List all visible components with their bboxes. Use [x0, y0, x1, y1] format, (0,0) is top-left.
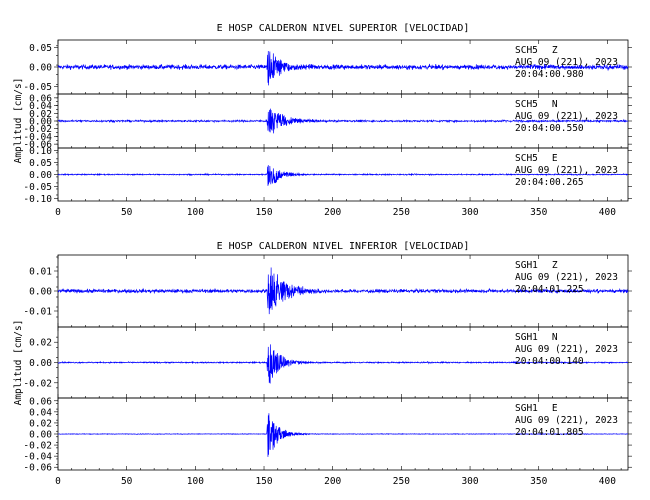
x-tick-label: 350: [530, 476, 547, 487]
x-tick-label: 50: [121, 476, 133, 487]
y-tick-label: 0.02: [29, 338, 52, 349]
station-label: SCH5 Z: [515, 45, 558, 56]
waveform-line: [57, 50, 629, 86]
date-label: AUG 09 (221), 2023: [515, 415, 618, 426]
time-label: 20:04:01.805: [515, 427, 584, 438]
y-tick-label: 0.02: [29, 418, 52, 429]
y-tick-label: 0.04: [29, 407, 52, 418]
time-label: 20:04:00.265: [515, 177, 584, 188]
x-tick-label: 150: [255, 476, 272, 487]
x-axis-labels: 0 50 100 150 200 250 300 350 400: [55, 207, 616, 218]
x-tick-label: 250: [393, 476, 410, 487]
x-tick-label: 0: [55, 207, 61, 218]
y-tick-label: 0.05: [29, 43, 52, 54]
y-tick-label: 0.01: [29, 267, 52, 278]
station-label: SGH1 E: [515, 403, 558, 414]
y-tick-label: 0.00: [29, 170, 52, 181]
y-tick-label: 0.00: [29, 63, 52, 74]
y-tick-label: -0.10: [23, 194, 52, 205]
y-tick-label: 0.02: [29, 109, 52, 120]
x-tick-label: 200: [324, 207, 341, 218]
x-tick-label: 100: [187, 476, 204, 487]
station-label: SGH1 Z: [515, 260, 558, 271]
station-label: SCH5 N: [515, 99, 558, 110]
date-label: AUG 09 (221), 2023: [515, 344, 618, 355]
time-label: 20:04:00.140: [515, 356, 584, 367]
time-label: 20:04:00.550: [515, 123, 584, 134]
y-axis-label: Amplitud [cm/s]: [13, 320, 24, 406]
y-tick-label: -0.01: [23, 307, 52, 318]
y-tick-label: -0.04: [23, 132, 52, 143]
x-tick-label: 100: [187, 207, 204, 218]
y-tick-label: 0.05: [29, 158, 52, 169]
y-tick-label: -0.02: [23, 378, 52, 389]
y-tick-label: -0.06: [23, 463, 52, 474]
x-tick-label: 150: [255, 207, 272, 218]
date-label: AUG 09 (221), 2023: [515, 57, 618, 68]
y-tick-label: -0.05: [23, 182, 52, 193]
time-label: 20:04:01.225: [515, 284, 584, 295]
waveform-line: [57, 267, 629, 315]
y-tick-label: 0.10: [29, 146, 52, 157]
y-tick-label: -0.02: [23, 441, 52, 452]
y-tick-label: -0.02: [23, 124, 52, 135]
x-tick-label: 250: [393, 207, 410, 218]
date-label: AUG 09 (221), 2023: [515, 165, 618, 176]
date-label: AUG 09 (221), 2023: [515, 272, 618, 283]
group-title: E HOSP CALDERON NIVEL INFERIOR [VELOCIDA…: [217, 241, 470, 252]
group-title: E HOSP CALDERON NIVEL SUPERIOR [VELOCIDA…: [217, 23, 470, 34]
x-tick-label: 400: [599, 476, 616, 487]
y-axis-label: Amplitud [cm/s]: [13, 78, 24, 164]
waveform-line: [57, 165, 629, 186]
x-axis-labels: 0 50 100 150 200 250 300 350 400: [55, 476, 616, 487]
x-tick-label: 300: [461, 476, 478, 487]
x-tick-label: 300: [461, 207, 478, 218]
x-tick-label: 0: [55, 476, 61, 487]
waveform-line: [57, 413, 629, 457]
waveform-line: [57, 344, 628, 384]
x-tick-label: 50: [121, 207, 133, 218]
x-tick-label: 200: [324, 476, 341, 487]
station-label: SCH5 E: [515, 153, 558, 164]
x-tick-label: 350: [530, 207, 547, 218]
y-tick-label: 0.00: [29, 430, 52, 441]
plot-group-2: E HOSP CALDERON NIVEL INFERIOR [VELOCIDA…: [13, 241, 632, 487]
trace-panel-sgh1-e: 0.060.040.020.00-0.02-0.04-0.06 SGH1 EAUG …: [23, 396, 632, 474]
waveform-line: [57, 108, 629, 134]
y-tick-label: 0.06: [29, 93, 52, 104]
y-tick-label: 0.06: [29, 396, 52, 407]
y-tick-label: 0.00: [29, 358, 52, 369]
trace-panel-sch5-n: 0.060.040.020.00-0.02-0.04-0.06 SCH5 NAUG …: [23, 93, 632, 151]
y-tick-label: 0.00: [29, 287, 52, 298]
station-label: SGH1 N: [515, 332, 558, 343]
date-label: AUG 09 (221), 2023: [515, 111, 618, 122]
y-tick-label: -0.04: [23, 452, 52, 463]
plot-group-1: E HOSP CALDERON NIVEL SUPERIOR [VELOCIDA…: [13, 23, 632, 218]
y-tick-label: 0.04: [29, 101, 52, 112]
y-tick-label: -0.05: [23, 82, 52, 93]
time-label: 20:04:00.980: [515, 69, 584, 80]
x-tick-label: 400: [599, 207, 616, 218]
y-tick-label: 0.00: [29, 117, 52, 128]
y-tick-label: -0.06: [23, 140, 52, 151]
